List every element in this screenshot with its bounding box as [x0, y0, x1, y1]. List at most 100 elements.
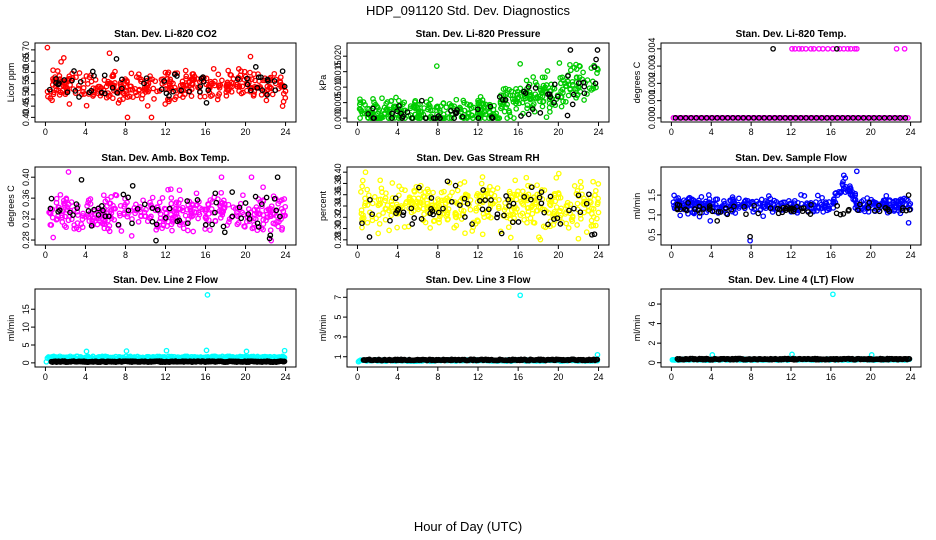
- data-point: [248, 174, 255, 181]
- data-point: [555, 195, 562, 201]
- data-point: [527, 215, 534, 222]
- data-point-dark: [682, 206, 689, 213]
- data-point: [210, 65, 217, 72]
- data-point: [76, 70, 83, 76]
- data-point-dark: [685, 200, 691, 206]
- data-point-dark: [394, 207, 401, 214]
- x-tick-label: 16: [201, 127, 211, 137]
- data-point-dark: [750, 115, 757, 121]
- data-point-dark: [264, 76, 271, 83]
- data-point-dark: [408, 205, 415, 212]
- data-point: [480, 104, 487, 111]
- x-tick-label: 0: [669, 372, 674, 382]
- data-point: [156, 199, 163, 206]
- data-point-dark: [448, 198, 455, 205]
- data-point-dark: [509, 219, 516, 226]
- data-point-dark: [569, 101, 576, 108]
- data-point-dark: [184, 220, 191, 227]
- data-point-dark: [245, 211, 252, 217]
- data-point-dark: [430, 211, 436, 218]
- data-point: [357, 115, 363, 121]
- data-point: [361, 110, 368, 117]
- data-point-dark: [235, 76, 241, 82]
- data-point: [162, 101, 169, 107]
- data-point: [359, 177, 366, 184]
- points-group: [356, 47, 601, 121]
- data-point: [544, 68, 551, 74]
- data-point: [147, 199, 153, 206]
- data-point-dark: [855, 207, 861, 214]
- data-point: [760, 201, 767, 208]
- data-point: [278, 205, 285, 212]
- data-point-dark: [469, 221, 475, 227]
- data-point: [532, 79, 539, 86]
- y-tick-label: 0.45: [21, 97, 31, 115]
- data-point: [412, 111, 419, 118]
- data-point-dark: [715, 209, 722, 215]
- data-point: [507, 196, 514, 203]
- data-point-dark: [451, 115, 458, 121]
- data-point-dark: [767, 205, 774, 211]
- data-point-dark: [143, 75, 150, 82]
- data-point: [884, 115, 890, 121]
- points-group: [46, 169, 289, 244]
- data-point: [382, 206, 389, 212]
- data-point: [63, 196, 70, 203]
- data-point-dark: [46, 86, 53, 93]
- data-point: [505, 224, 512, 231]
- data-point: [204, 292, 211, 298]
- data-point-dark: [273, 207, 280, 214]
- data-point: [383, 190, 389, 197]
- y-tick-label: 5: [21, 342, 31, 347]
- data-point-dark: [416, 184, 422, 191]
- data-point: [873, 115, 880, 121]
- data-point-dark: [807, 211, 814, 217]
- data-point-dark: [787, 115, 794, 121]
- data-point-dark: [521, 194, 528, 200]
- y-tick-label: 0.000: [333, 107, 343, 130]
- data-point-dark: [166, 92, 172, 99]
- data-point-dark: [409, 221, 416, 227]
- data-point: [393, 94, 399, 101]
- data-point: [196, 205, 203, 211]
- data-point: [44, 44, 51, 51]
- data-point-dark: [477, 197, 483, 204]
- panel-8: Stan. Dev. Line 3 Flow 0 4 8 12 16 20 24 1 3 5 7 ml/…: [318, 275, 610, 382]
- y-tick-label: 0.55: [21, 75, 31, 93]
- data-point: [801, 193, 808, 199]
- data-point: [513, 86, 519, 92]
- data-point: [260, 184, 266, 191]
- data-point-dark: [883, 204, 889, 211]
- x-tick-label: 4: [709, 372, 714, 382]
- data-point: [219, 212, 226, 218]
- data-point: [461, 99, 467, 106]
- data-point-dark: [688, 115, 694, 121]
- data-point: [712, 201, 719, 208]
- data-point: [57, 191, 64, 198]
- data-point-dark: [695, 207, 702, 213]
- data-point: [438, 197, 445, 204]
- data-point: [50, 67, 56, 74]
- data-point: [243, 348, 250, 355]
- data-point-dark: [735, 115, 741, 121]
- data-point: [461, 179, 468, 185]
- x-tick-label: 12: [786, 372, 796, 382]
- data-point-dark: [238, 215, 245, 222]
- data-point: [259, 203, 265, 210]
- data-point-dark: [482, 197, 489, 203]
- data-point-dark: [153, 237, 159, 244]
- data-point: [195, 215, 201, 222]
- data-point-dark: [205, 87, 212, 94]
- x-tick-label: 8: [123, 250, 128, 260]
- data-point-dark: [571, 205, 577, 212]
- data-point: [421, 211, 427, 218]
- data-point-dark: [503, 193, 509, 199]
- data-point: [675, 115, 682, 121]
- data-point-dark: [570, 91, 577, 98]
- panel-6: Stan. Dev. Sample Flow 0 4 8 12 16 20 24 0.5 1.0 1…: [632, 153, 922, 260]
- data-point: [148, 114, 155, 121]
- data-point: [530, 219, 537, 226]
- data-point-dark: [899, 207, 906, 214]
- data-point-dark: [203, 99, 210, 106]
- data-point: [454, 187, 461, 194]
